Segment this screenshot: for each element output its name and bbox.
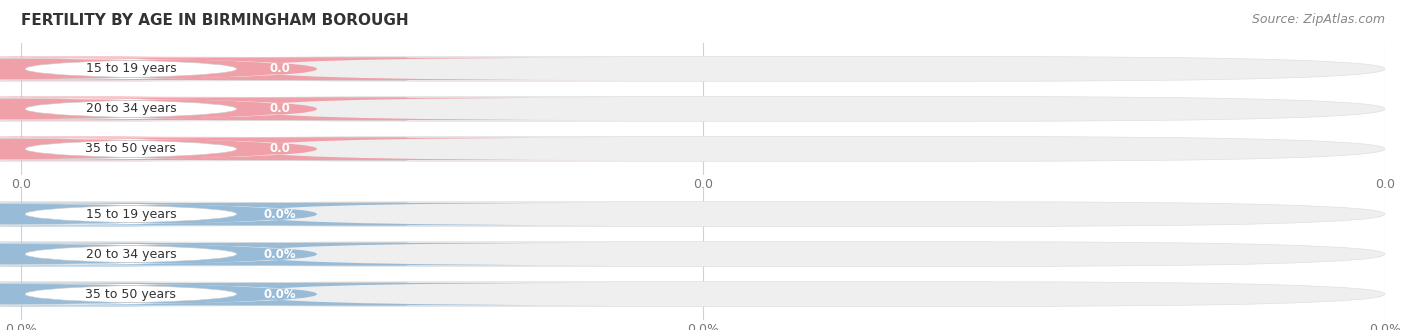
- Text: 20 to 34 years: 20 to 34 years: [86, 248, 176, 261]
- FancyBboxPatch shape: [0, 242, 299, 267]
- Text: 0.0%: 0.0%: [263, 248, 295, 261]
- FancyBboxPatch shape: [0, 96, 299, 121]
- Text: 0.0%: 0.0%: [263, 288, 295, 301]
- FancyBboxPatch shape: [0, 58, 408, 80]
- Text: 0.0%: 0.0%: [263, 208, 295, 220]
- FancyBboxPatch shape: [0, 283, 624, 305]
- Text: 35 to 50 years: 35 to 50 years: [86, 288, 176, 301]
- FancyBboxPatch shape: [21, 137, 1385, 161]
- FancyBboxPatch shape: [0, 203, 624, 225]
- FancyBboxPatch shape: [0, 283, 408, 305]
- FancyBboxPatch shape: [21, 242, 1385, 267]
- Text: 20 to 34 years: 20 to 34 years: [86, 102, 176, 115]
- Text: 0.0: 0.0: [269, 143, 290, 155]
- FancyBboxPatch shape: [0, 137, 299, 161]
- FancyBboxPatch shape: [0, 282, 299, 307]
- Text: 0.0: 0.0: [269, 102, 290, 115]
- FancyBboxPatch shape: [0, 98, 408, 120]
- Text: 35 to 50 years: 35 to 50 years: [86, 143, 176, 155]
- FancyBboxPatch shape: [0, 138, 408, 160]
- FancyBboxPatch shape: [21, 56, 1385, 81]
- FancyBboxPatch shape: [0, 138, 624, 160]
- FancyBboxPatch shape: [21, 202, 1385, 226]
- Text: 0.0: 0.0: [269, 62, 290, 75]
- FancyBboxPatch shape: [0, 203, 408, 225]
- FancyBboxPatch shape: [0, 56, 299, 81]
- Text: FERTILITY BY AGE IN BIRMINGHAM BOROUGH: FERTILITY BY AGE IN BIRMINGHAM BOROUGH: [21, 13, 409, 28]
- FancyBboxPatch shape: [0, 243, 408, 265]
- FancyBboxPatch shape: [21, 96, 1385, 121]
- FancyBboxPatch shape: [21, 282, 1385, 307]
- FancyBboxPatch shape: [0, 243, 624, 265]
- FancyBboxPatch shape: [0, 58, 624, 80]
- Text: Source: ZipAtlas.com: Source: ZipAtlas.com: [1251, 13, 1385, 26]
- FancyBboxPatch shape: [0, 202, 299, 226]
- FancyBboxPatch shape: [0, 98, 624, 120]
- Text: 15 to 19 years: 15 to 19 years: [86, 208, 176, 220]
- Text: 15 to 19 years: 15 to 19 years: [86, 62, 176, 75]
